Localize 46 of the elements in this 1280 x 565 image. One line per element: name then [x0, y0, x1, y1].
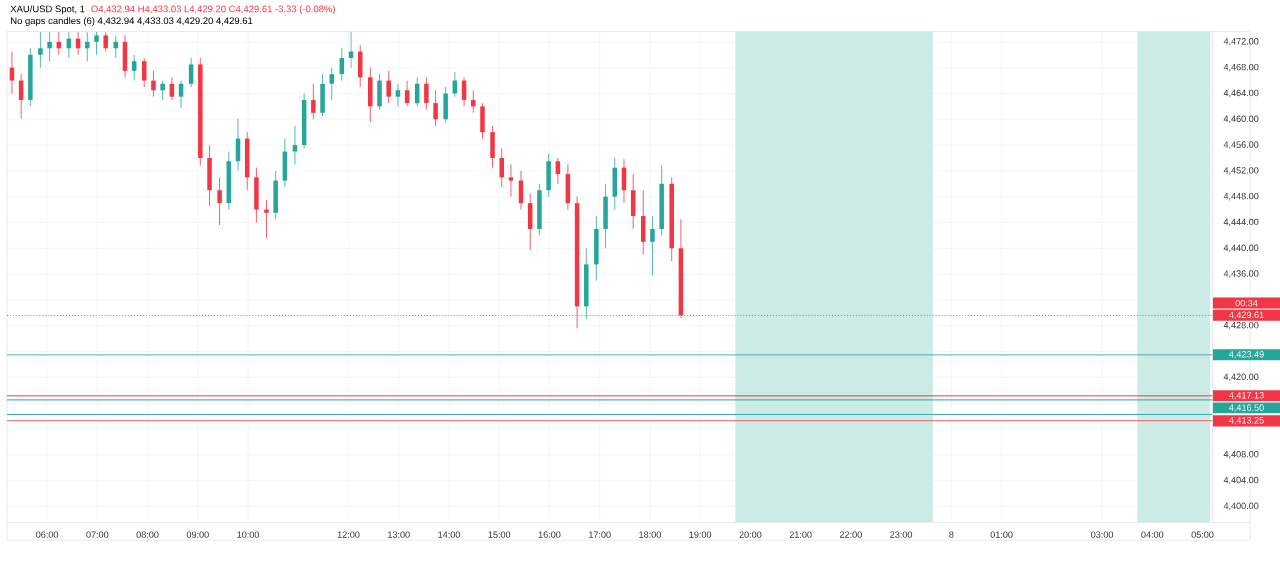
y-tick-label: 4,464.00 — [1223, 89, 1259, 98]
ref-line-label: 4,423.49 — [1229, 351, 1264, 359]
x-tick-label: 14:00 — [438, 531, 460, 538]
x-tick-label: 06:00 — [36, 531, 59, 538]
x-tick-label: 03:00 — [1091, 531, 1114, 538]
y-tick-label: 4,444.00 — [1223, 218, 1259, 227]
y-tick-label: 4,448.00 — [1223, 193, 1259, 201]
x-tick-label: 04:00 — [1141, 531, 1164, 538]
y-tick-label: 4,460.00 — [1223, 115, 1259, 124]
x-tick-label: 15:00 — [488, 531, 511, 538]
ref-line-label: 4,416.50 — [1229, 404, 1264, 412]
x-tick-label: 23:00 — [890, 531, 913, 538]
ref-line-label: 4,417.13 — [1229, 392, 1264, 400]
x-tick-label: 12:00 — [337, 531, 360, 538]
x-tick-label: 8 — [949, 531, 954, 538]
text: No gaps candles (6) 4,432.94 4,433.03 4,429.20 4,429.61 — [11, 17, 253, 27]
y-tick-label: 4,472.00 — [1223, 38, 1259, 46]
y-tick-label: 4,456.00 — [1223, 141, 1259, 149]
x-tick-label: 17:00 — [589, 531, 611, 538]
ref-line-label: 4,429.61 — [1229, 311, 1264, 320]
x-tick-label: 07:00 — [86, 531, 109, 538]
y-tick-label: 4,452.00 — [1223, 167, 1259, 175]
x-tick-label: 21:00 — [789, 531, 812, 538]
y-tick-label: 4,420.00 — [1223, 373, 1259, 382]
ref-line-label: 4,413.25 — [1229, 417, 1264, 425]
x-tick-label: 13:00 — [388, 531, 410, 538]
x-tick-label: 18:00 — [639, 531, 661, 538]
x-tick-label: 01:00 — [990, 531, 1013, 538]
x-tick-label: 19:00 — [689, 531, 712, 538]
x-tick-label: 08:00 — [136, 531, 159, 538]
x-tick-label: 20:00 — [739, 531, 762, 538]
y-tick-label: 4,436.00 — [1223, 270, 1259, 278]
y-tick-label: 4,404.00 — [1223, 476, 1259, 485]
x-tick-label: 16:00 — [538, 531, 561, 538]
y-tick-label: 4,400.00 — [1223, 502, 1259, 511]
y-tick-label: 4,468.00 — [1223, 63, 1259, 72]
y-tick-label: 4,440.00 — [1223, 244, 1259, 253]
x-tick-label: 09:00 — [186, 531, 209, 538]
chart-title: XAU/USD Spot, 1 — [10, 5, 85, 15]
x-tick-label: 05:00 — [1191, 531, 1214, 538]
text: 00:34 — [1235, 299, 1258, 307]
y-tick-label: 4,428.00 — [1223, 322, 1259, 330]
chart-subtitle: O4,432.94 H4,433.03 L4,429.20 C4,429.61 -3.33 (-0.08%) — [91, 5, 335, 15]
x-tick-label: 10:00 — [237, 531, 260, 538]
x-tick-label: 22:00 — [840, 531, 862, 538]
y-tick-label: 4,408.00 — [1223, 451, 1259, 459]
